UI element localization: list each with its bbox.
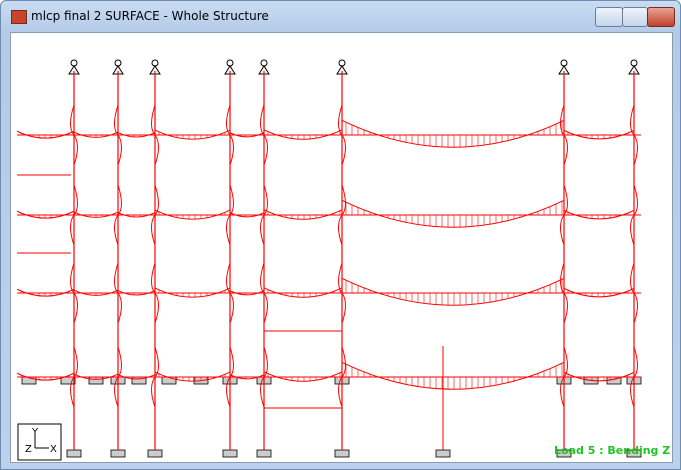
app-icon [11, 10, 27, 24]
title-bar: mlcp final 2 SURFACE - Whole Structure [1, 1, 680, 31]
window-title: mlcp final 2 SURFACE - Whole Structure [31, 9, 269, 23]
axis-label: X [50, 444, 57, 455]
fixed-support [148, 450, 162, 457]
viewport: Y Z X Load 5 : Bending Z [10, 32, 673, 463]
window: mlcp final 2 SURFACE - Whole Structure Y… [0, 0, 681, 470]
fixed-support [67, 450, 81, 457]
beam-moment [342, 278, 564, 305]
beam-moment [342, 362, 564, 389]
axis-label: Y [31, 427, 39, 438]
fixed-support [223, 450, 237, 457]
close-button[interactable] [647, 7, 675, 27]
beam-moment [342, 120, 564, 147]
load-label: Load 5 : Bending Z [554, 444, 670, 457]
structure-view: Y Z X Load 5 : Bending Z [11, 33, 672, 462]
fixed-support [111, 450, 125, 457]
fixed-support [257, 450, 271, 457]
minimize-button[interactable] [595, 7, 623, 27]
beam-moment [342, 200, 564, 227]
axis-label: Z [25, 444, 32, 455]
fixed-support [335, 450, 349, 457]
maximize-button[interactable] [622, 7, 648, 27]
fixed-support [436, 450, 450, 457]
